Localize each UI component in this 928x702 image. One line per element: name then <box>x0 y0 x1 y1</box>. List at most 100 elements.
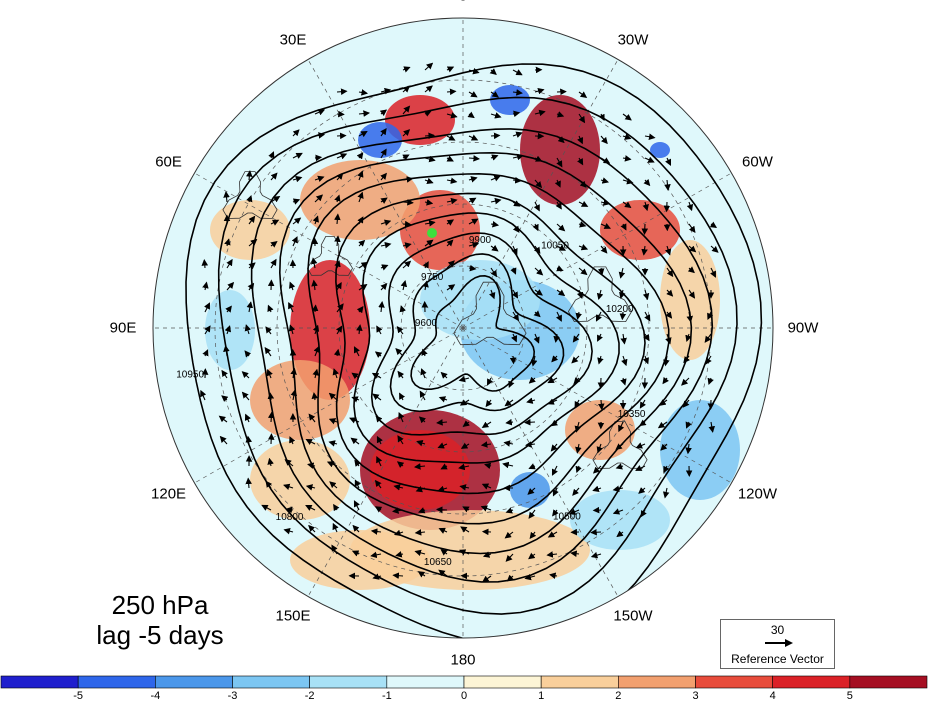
contour-label: 10350 <box>618 409 646 420</box>
wind-vector <box>642 289 650 301</box>
wind-vector <box>600 177 609 184</box>
wind-vector <box>380 197 388 204</box>
colorbar-swatch <box>386 675 465 689</box>
wind-vector <box>440 371 448 379</box>
wind-vector <box>555 311 562 322</box>
wind-vector <box>357 191 364 203</box>
wind-vector <box>424 110 432 117</box>
wind-vector <box>400 280 408 291</box>
wind-vector <box>248 215 256 225</box>
wind-vector <box>462 420 470 427</box>
wind-vector <box>458 549 470 556</box>
wind-vector <box>312 215 319 225</box>
wind-vector <box>354 459 361 467</box>
wind-vector <box>376 455 383 467</box>
wind-vector <box>459 484 470 491</box>
height-contour <box>370 232 593 436</box>
wind-vector <box>218 415 228 423</box>
contour-label: 9600 <box>415 318 438 329</box>
wind-vector <box>224 325 232 335</box>
wind-vector <box>270 219 280 226</box>
wind-vector <box>374 506 383 513</box>
wind-vector <box>328 440 338 447</box>
wind-vector <box>639 399 647 409</box>
colorbar-tick-label: -3 <box>227 690 238 702</box>
wind-vector <box>659 399 668 406</box>
wind-vector <box>504 399 514 407</box>
wind-vector <box>393 529 404 537</box>
wind-vector <box>380 282 388 291</box>
wind-vector <box>422 280 429 291</box>
wind-vector <box>615 443 624 450</box>
wind-vector <box>553 333 560 343</box>
wind-vector <box>334 260 341 269</box>
wind-vector <box>371 372 382 379</box>
contour-label: 9750 <box>421 272 444 283</box>
wind-vector <box>568 508 580 515</box>
title-lag: lag -5 days <box>96 620 224 650</box>
wind-vector <box>415 486 426 493</box>
meridian <box>462 327 732 484</box>
wind-vector <box>305 439 316 446</box>
wind-vector <box>435 506 448 514</box>
wind-vector <box>682 399 690 408</box>
wind-vector <box>372 573 382 580</box>
wind-vector <box>292 152 303 159</box>
anomaly-blob <box>385 95 455 145</box>
lon-label: 120W <box>737 485 778 503</box>
wind-vector <box>399 392 406 401</box>
wind-vector <box>336 303 344 313</box>
wind-vector <box>374 351 383 359</box>
wind-vector <box>402 154 410 161</box>
wind-vector <box>578 200 589 207</box>
wind-vector <box>335 282 342 291</box>
wind-vector <box>532 223 539 232</box>
lon-label: 30W <box>617 31 649 49</box>
wind-vector <box>380 172 387 181</box>
wind-vector <box>202 349 209 357</box>
wind-vector <box>353 346 360 357</box>
wind-vector <box>244 350 252 358</box>
wind-vector <box>618 421 625 433</box>
wind-vector <box>556 111 565 118</box>
wind-vector <box>357 170 364 181</box>
wind-vector <box>244 413 251 423</box>
wind-vector <box>686 201 694 212</box>
wind-vector <box>221 395 229 402</box>
wind-vector <box>396 461 405 468</box>
wind-vector <box>685 421 692 429</box>
wind-vector <box>333 503 340 512</box>
wind-vector <box>288 324 296 335</box>
wind-vector <box>358 239 366 247</box>
lon-label: 0 <box>459 0 467 5</box>
wind-vector <box>665 157 672 166</box>
wind-vector <box>620 333 627 345</box>
wind-vector <box>503 440 514 447</box>
wind-vector <box>395 551 404 558</box>
colorbar-swatch <box>540 675 619 689</box>
wind-vector <box>681 377 690 386</box>
wind-vector <box>246 170 253 181</box>
contour-labels: 9600 9750 9900 10050 10200 10350 10500 10650 108… <box>176 235 646 568</box>
wind-vector <box>575 443 582 454</box>
wind-vector <box>664 245 672 256</box>
wind-vector <box>643 333 650 342</box>
wind-vector <box>226 281 235 291</box>
wind-vector <box>307 462 316 469</box>
wind-vector <box>314 132 326 139</box>
wind-vector <box>512 311 519 322</box>
wind-vector <box>550 443 558 452</box>
wind-vector <box>525 441 536 448</box>
wind-vector <box>620 377 627 386</box>
contour-label: 10200 <box>606 304 634 315</box>
wind-vector <box>480 505 492 512</box>
height-contour <box>307 172 670 525</box>
wind-vector <box>201 259 209 269</box>
wind-vector <box>204 302 210 313</box>
wind-vector <box>708 421 716 433</box>
wind-vector <box>665 311 673 319</box>
wind-vector <box>468 264 477 272</box>
coastline <box>567 266 633 323</box>
wind-vector <box>619 289 626 300</box>
wind-vector <box>241 391 250 401</box>
